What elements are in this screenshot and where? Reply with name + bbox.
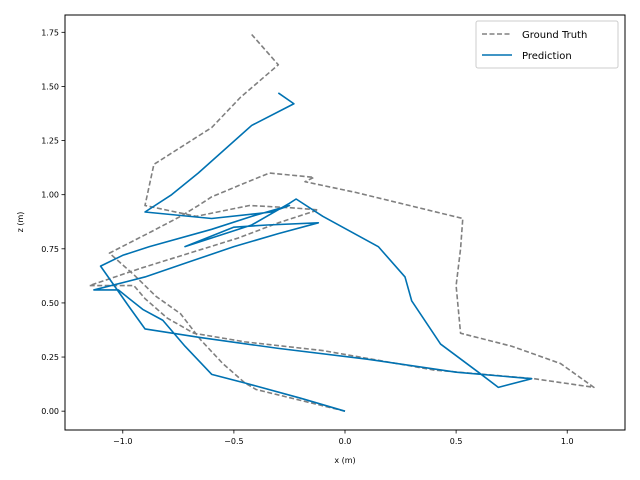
y-tick-label: 0.50 — [41, 299, 59, 308]
legend-label-ground-truth: Ground Truth — [522, 30, 587, 41]
legend: Ground Truth Prediction — [475, 20, 619, 69]
y-tick-label: 1.75 — [41, 28, 59, 37]
x-tick-label: −0.5 — [224, 437, 243, 446]
series-line-prediction — [93, 92, 533, 412]
x-tick-label: −1.0 — [113, 437, 132, 446]
y-tick-label: 0.75 — [41, 245, 59, 254]
x-tick-label: 0.5 — [450, 437, 463, 446]
legend-box — [475, 20, 619, 69]
plot-frame — [64, 14, 626, 431]
y-tick-label: 1.25 — [41, 137, 59, 146]
x-axis-label: x (m) — [334, 456, 355, 465]
legend-label-prediction: Prediction — [522, 51, 572, 62]
x-tick-label: 1.0 — [561, 437, 574, 446]
series-line-ground-truth — [88, 33, 595, 412]
y-tick-label: 1.00 — [41, 191, 59, 200]
x-axis: −1.0 −0.5 0.0 0.5 1.0 — [113, 430, 574, 446]
x-tick-label: 0.0 — [339, 437, 352, 446]
y-axis-label: z (m) — [16, 212, 25, 233]
y-tick-label: 0.25 — [41, 353, 59, 362]
y-axis: 0.00 0.25 0.50 0.75 1.00 1.25 1.50 1.75 — [41, 28, 65, 416]
series-layer — [88, 33, 595, 412]
y-tick-label: 0.00 — [41, 407, 59, 416]
y-tick-label: 1.50 — [41, 82, 59, 91]
